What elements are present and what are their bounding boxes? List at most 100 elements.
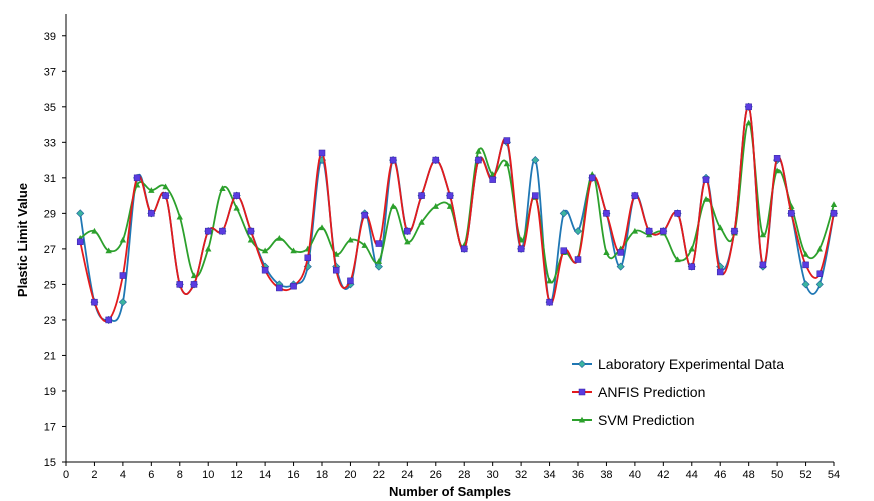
data-point [816, 270, 824, 277]
data-point [517, 245, 525, 253]
x-tick-label: 40 [629, 469, 641, 481]
y-axis-title: Plastic Limit Value [15, 183, 30, 297]
data-point [816, 245, 823, 252]
data-point [76, 209, 85, 218]
data-point [347, 236, 354, 243]
data-point [347, 277, 354, 285]
data-point [176, 213, 183, 220]
data-point [375, 240, 383, 247]
legend-item: ANFIS Prediction [572, 384, 705, 400]
data-point [105, 247, 112, 254]
legend-swatch-marker [578, 388, 586, 396]
data-point [503, 160, 511, 167]
x-tick-label: 4 [120, 469, 126, 481]
legend-label: Laboratory Experimental Data [598, 356, 784, 372]
series-layer [76, 102, 839, 324]
data-point [361, 242, 368, 248]
x-tick-label: 44 [686, 469, 698, 481]
x-tick-label: 26 [430, 469, 442, 481]
data-point [233, 204, 240, 211]
data-point [745, 103, 752, 111]
data-point [801, 280, 810, 289]
x-tick-label: 8 [177, 469, 183, 481]
y-tick-label: 15 [44, 457, 56, 469]
data-point [546, 298, 553, 306]
data-point [91, 298, 98, 306]
y-tick-label: 31 [44, 173, 56, 185]
data-point [489, 176, 496, 183]
data-point [162, 183, 169, 190]
data-point [276, 284, 283, 292]
data-point [532, 192, 539, 199]
x-tick-label: 10 [202, 469, 214, 481]
data-point [830, 201, 838, 208]
data-point [588, 174, 596, 182]
data-point [660, 227, 667, 235]
data-point [418, 192, 425, 199]
legend-swatch-marker [577, 359, 587, 369]
data-point [404, 238, 411, 245]
x-tick-label: 12 [231, 469, 243, 481]
x-tick-label: 50 [771, 469, 783, 481]
data-point [205, 245, 212, 252]
data-point [716, 268, 724, 276]
data-point [603, 249, 610, 255]
data-point [247, 236, 255, 243]
data-point [830, 210, 838, 217]
data-point [190, 281, 198, 288]
data-point [759, 231, 767, 238]
data-point [546, 277, 553, 284]
data-point [475, 156, 482, 164]
data-point [616, 262, 625, 271]
data-point [815, 280, 824, 289]
data-point [645, 227, 653, 235]
data-point [603, 210, 610, 217]
data-point [162, 192, 169, 199]
x-tick-label: 18 [316, 469, 328, 481]
x-tick-label: 22 [373, 469, 385, 481]
data-point [119, 236, 127, 243]
y-tick-label: 21 [44, 350, 56, 362]
data-point [118, 298, 127, 307]
x-tick-label: 24 [401, 469, 413, 481]
y-tick-label: 17 [44, 421, 56, 433]
y-tick-label: 19 [44, 386, 56, 398]
data-point [361, 211, 368, 219]
y-tick-label: 35 [44, 102, 56, 114]
series-line [79, 121, 835, 284]
y-tick-label: 27 [44, 244, 56, 256]
series-line [79, 105, 835, 322]
data-point [389, 203, 397, 209]
data-point [276, 235, 283, 241]
data-point [375, 258, 383, 264]
data-point [176, 281, 184, 288]
data-point [105, 316, 112, 324]
data-point [802, 251, 809, 257]
series-1 [76, 103, 838, 324]
data-point [560, 247, 568, 254]
legend: Laboratory Experimental Data ANFIS Predic… [572, 356, 784, 428]
data-point [460, 245, 468, 253]
x-tick-label: 42 [657, 469, 669, 481]
data-point [446, 192, 454, 199]
data-point [559, 209, 568, 218]
y-tick-label: 25 [44, 279, 56, 291]
data-point [233, 192, 240, 199]
x-tick-label: 6 [148, 469, 154, 481]
data-point [717, 224, 724, 231]
data-point [788, 210, 795, 217]
data-point [261, 247, 269, 254]
legend-label: ANFIS Prediction [598, 384, 705, 400]
data-point [332, 266, 340, 274]
data-point [219, 185, 226, 192]
data-point [148, 187, 155, 193]
data-point [133, 174, 141, 182]
x-tick-label: 48 [743, 469, 755, 481]
data-point [773, 155, 781, 162]
y-tick-label: 23 [44, 315, 56, 327]
data-point [91, 227, 98, 234]
data-point [688, 245, 695, 252]
y-tick-label: 29 [44, 208, 56, 220]
data-point [318, 149, 326, 157]
